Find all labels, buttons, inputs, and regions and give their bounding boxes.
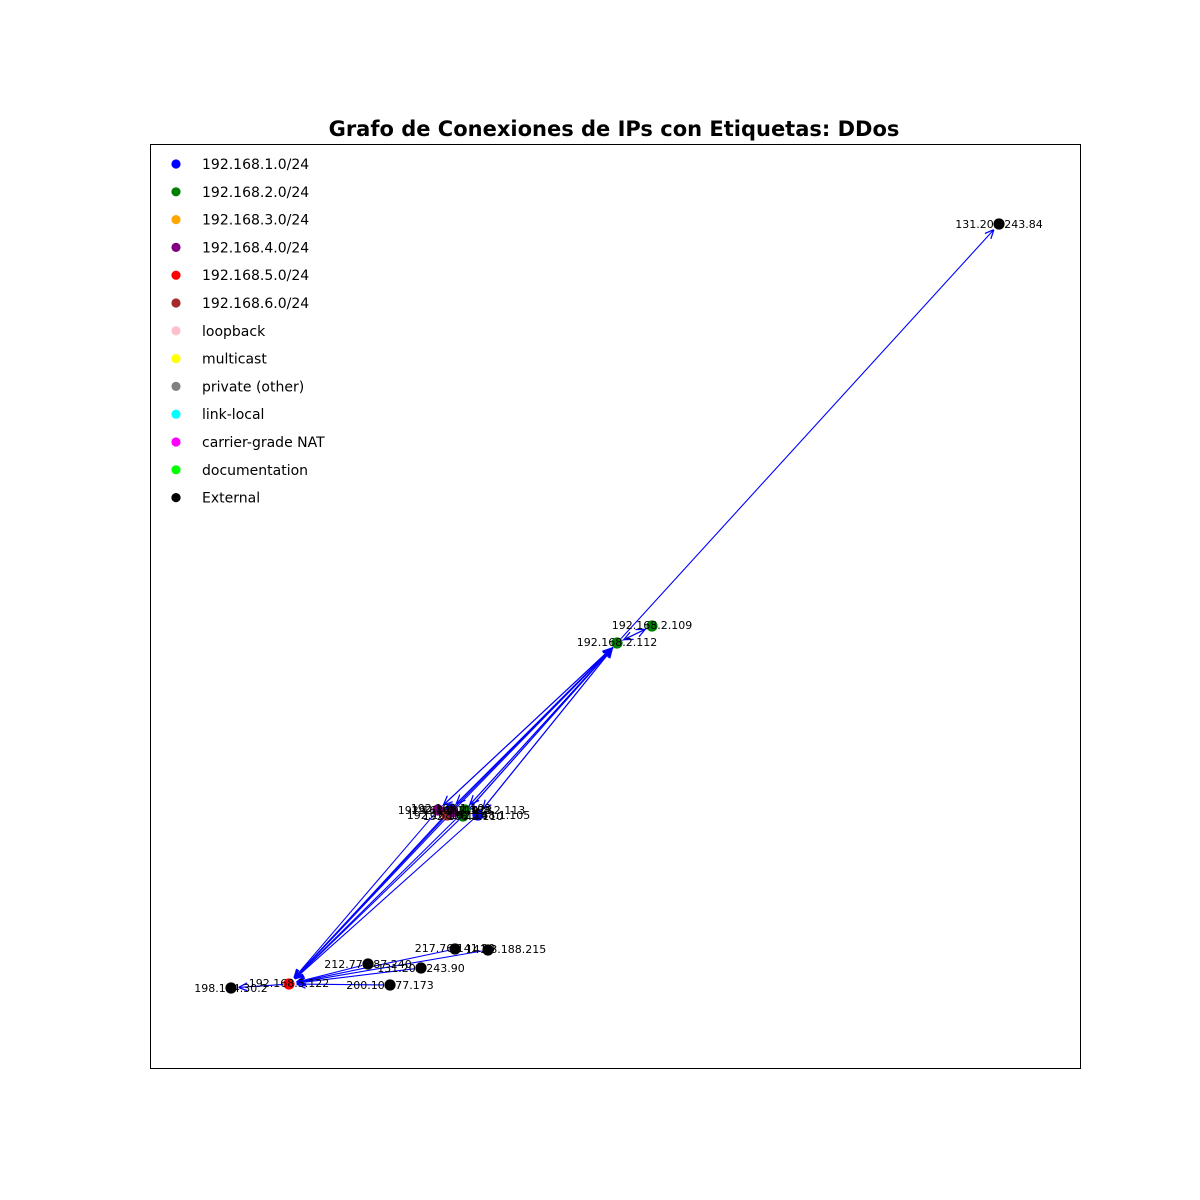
legend-label-link-local: link-local [202,407,264,423]
node-141-8-188-215 [482,944,494,956]
node-192-168-1-105 [472,809,484,821]
legend-label-192-168-6-0-24: 192.168.6.0/24 [202,296,309,312]
node-192-168-2-109 [646,620,658,632]
node-label-212-77-187-240: 212.77.187.240 [324,958,411,971]
edge-192-168-2-112-to-131-202-243-84 [620,230,994,639]
node-label-198-164-30-2: 198.164.30.2 [194,982,267,995]
plot-frame [150,144,1081,1069]
legend-marker-external [171,493,181,503]
node-label-131-202-243-90: 131.202.243.90 [377,962,464,975]
legend-marker-192-168-4-0-24 [171,242,181,252]
legend-marker-link-local [171,409,181,419]
legend-label-carrier-grade-nat: carrier-grade NAT [202,435,325,451]
edge-192-168-4-118-to-192-168-2-112 [455,649,611,809]
legend-label-192-168-2-0-24: 192.168.2.0/24 [202,185,309,201]
chart-title: Grafo de Conexiones de IPs con Etiquetas… [329,117,900,141]
node-192-168-2-110 [457,810,469,822]
node-label-192-168-6-114: 192.168.6.114 [407,809,487,822]
legend-marker-192-168-3-0-24 [171,215,181,225]
edge-200-100-77-173-to-192-168-5-122 [297,984,385,985]
legend-marker-documentation [171,465,181,475]
edge-192-168-2-112-to-192-168-2-110 [468,647,614,810]
edge-192-168-4-118-to-192-168-5-122 [295,815,449,978]
legend-label-documentation: documentation [202,463,308,479]
edge-192-168-2-112-to-192-168-1-105 [483,647,614,809]
legend-label-private-other: private (other) [202,379,304,395]
edge-192-168-5-122-to-198-164-30-2 [239,984,284,987]
node-192-168-4-118 [446,806,458,818]
edge-212-77-187-240-to-192-168-5-122 [297,964,363,982]
node-label-192-168-2-110: 192.168.2.110 [423,810,503,823]
node-192-168-2-112 [611,637,623,649]
node-label-192-168-1-103: 192.168.1.103 [411,802,491,815]
node-label-192-168-5-122: 192.168.5.122 [249,977,329,990]
node-label-217-76-141-20: 217.76.141.20 [415,942,495,955]
node-label-192-168-4-119: 192.168.4.119 [398,804,478,817]
label-layer: 131.202.243.84 192.168.2.109 192.168.2.112… [194,218,1042,995]
legend-label-external: External [202,491,260,507]
node-217-76-141-20 [449,943,461,955]
edge-192-168-2-112-to-192-168-4-119 [444,646,613,804]
node-212-77-187-240 [362,958,374,970]
legend-marker-carrier-grade-nat [171,437,181,447]
edge-192-168-2-113-to-192-168-5-122 [295,813,462,978]
node-192-168-5-122 [283,978,295,990]
legend-marker-192-168-6-0-24 [171,298,181,308]
edge-192-168-2-110-to-192-168-5-122 [295,819,460,978]
legend-label-192-168-5-0-24: 192.168.5.0/24 [202,268,309,284]
node-192-168-4-119 [432,804,444,816]
edge-192-168-4-119-to-192-168-5-122 [294,814,435,978]
edge-192-168-1-105-to-192-168-5-122 [295,818,474,979]
legend-marker-private-other [171,381,181,391]
legend-label-192-168-1-0-24: 192.168.1.0/24 [202,157,309,173]
node-131-202-243-90 [415,962,427,974]
legend-label-192-168-3-0-24: 192.168.3.0/24 [202,213,309,229]
legend-marker-192-168-2-0-24 [171,187,181,197]
node-label-192-168-2-112: 192.168.2.112 [577,636,657,649]
node-label-192-168-4-118: 192.168.4.118 [412,804,492,817]
edge-layer [239,230,994,988]
node-label-192-168-2-109: 192.168.2.109 [612,619,692,632]
legend-marker-192-168-1-0-24 [171,159,181,169]
node-layer [225,218,1005,994]
legend-marker-192-168-5-0-24 [171,270,181,280]
node-label-192-168-2-113: 192.168.2.113 [445,804,525,817]
edge-141-8-188-215-to-192-168-5-122 [297,950,483,983]
node-131-202-243-84 [993,218,1005,230]
legend-marker-multicast [171,354,181,364]
node-label-192-168-1-105: 192.168.1.105 [450,809,530,822]
node-label-141-8-188-215: 141.8.188.215 [466,943,546,956]
edge-192-168-2-109-to-192-168-2-112 [624,628,647,640]
node-label-200-100-77-173: 200.100.77.173 [346,979,433,992]
node-200-100-77-173 [384,979,396,991]
legend-label-loopback: loopback [202,324,266,340]
node-label-131-202-243-84: 131.202.243.84 [955,218,1042,231]
node-198-164-30-2 [225,982,237,994]
legend: 192.168.1.0/24 192.168.2.0/24 192.168.3.0/… [171,157,325,507]
legend-label-multicast: multicast [202,352,267,368]
legend-marker-loopback [171,326,181,336]
edge-131-202-243-90-to-192-168-5-122 [297,968,416,983]
legend-label-192-168-4-0-24: 192.168.4.0/24 [202,240,309,256]
